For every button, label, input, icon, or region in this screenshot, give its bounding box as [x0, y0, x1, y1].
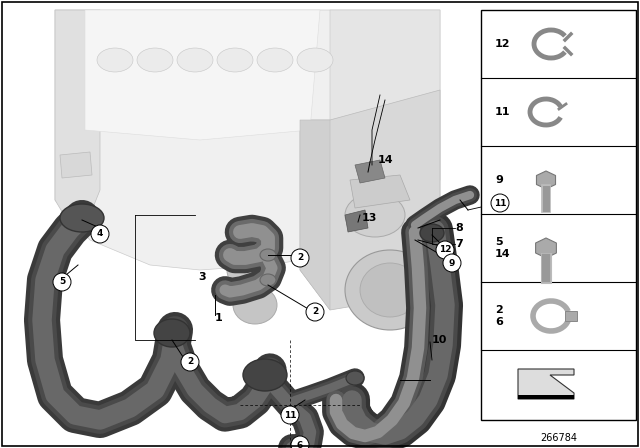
Text: 14: 14 — [378, 155, 394, 165]
Ellipse shape — [257, 48, 293, 72]
Text: 1: 1 — [215, 313, 223, 323]
Ellipse shape — [260, 274, 276, 286]
Text: 7: 7 — [455, 239, 463, 249]
Text: 9: 9 — [449, 258, 455, 267]
Ellipse shape — [233, 286, 277, 324]
Polygon shape — [330, 10, 440, 250]
Polygon shape — [355, 160, 385, 183]
Circle shape — [281, 406, 299, 424]
Text: 2
6: 2 6 — [495, 305, 503, 327]
Polygon shape — [55, 10, 100, 225]
Ellipse shape — [360, 263, 420, 317]
Polygon shape — [300, 120, 330, 310]
Ellipse shape — [137, 48, 173, 72]
Ellipse shape — [260, 249, 276, 261]
Polygon shape — [518, 395, 574, 399]
Text: 2: 2 — [312, 307, 318, 316]
Circle shape — [306, 303, 324, 321]
Circle shape — [436, 241, 454, 259]
Circle shape — [181, 353, 199, 371]
Polygon shape — [350, 175, 410, 208]
Circle shape — [53, 273, 71, 291]
Text: 9: 9 — [495, 175, 503, 185]
Text: 12: 12 — [439, 246, 451, 254]
Circle shape — [91, 225, 109, 243]
Polygon shape — [60, 152, 92, 178]
Text: 5: 5 — [59, 277, 65, 287]
Ellipse shape — [217, 48, 253, 72]
Ellipse shape — [345, 193, 405, 237]
Ellipse shape — [297, 48, 333, 72]
Polygon shape — [518, 369, 574, 399]
Text: 266784: 266784 — [540, 433, 577, 443]
Text: 11: 11 — [493, 198, 506, 207]
Circle shape — [491, 194, 509, 212]
FancyBboxPatch shape — [565, 311, 577, 321]
Ellipse shape — [420, 224, 444, 242]
Polygon shape — [536, 171, 556, 189]
Ellipse shape — [227, 246, 283, 294]
Polygon shape — [536, 238, 556, 258]
Ellipse shape — [346, 371, 364, 385]
Circle shape — [443, 254, 461, 272]
Text: 11: 11 — [284, 410, 296, 419]
Polygon shape — [55, 10, 440, 270]
Ellipse shape — [177, 48, 213, 72]
Ellipse shape — [97, 48, 133, 72]
Text: 13: 13 — [362, 213, 378, 223]
Text: 10: 10 — [432, 335, 447, 345]
Polygon shape — [300, 90, 440, 310]
Text: 4: 4 — [97, 229, 103, 238]
Text: 2: 2 — [297, 254, 303, 263]
Text: 12: 12 — [495, 39, 511, 49]
FancyBboxPatch shape — [481, 10, 636, 420]
Ellipse shape — [345, 250, 435, 330]
Text: 8: 8 — [455, 223, 463, 233]
Ellipse shape — [154, 319, 190, 347]
Text: 3: 3 — [198, 272, 205, 282]
Text: 2: 2 — [187, 358, 193, 366]
Ellipse shape — [243, 359, 287, 391]
Circle shape — [291, 436, 309, 448]
Polygon shape — [85, 10, 320, 140]
Polygon shape — [345, 210, 368, 232]
Text: 11: 11 — [495, 107, 511, 117]
Text: 5
14: 5 14 — [495, 237, 511, 259]
Text: 6: 6 — [297, 440, 303, 448]
Circle shape — [291, 249, 309, 267]
Ellipse shape — [60, 204, 104, 232]
